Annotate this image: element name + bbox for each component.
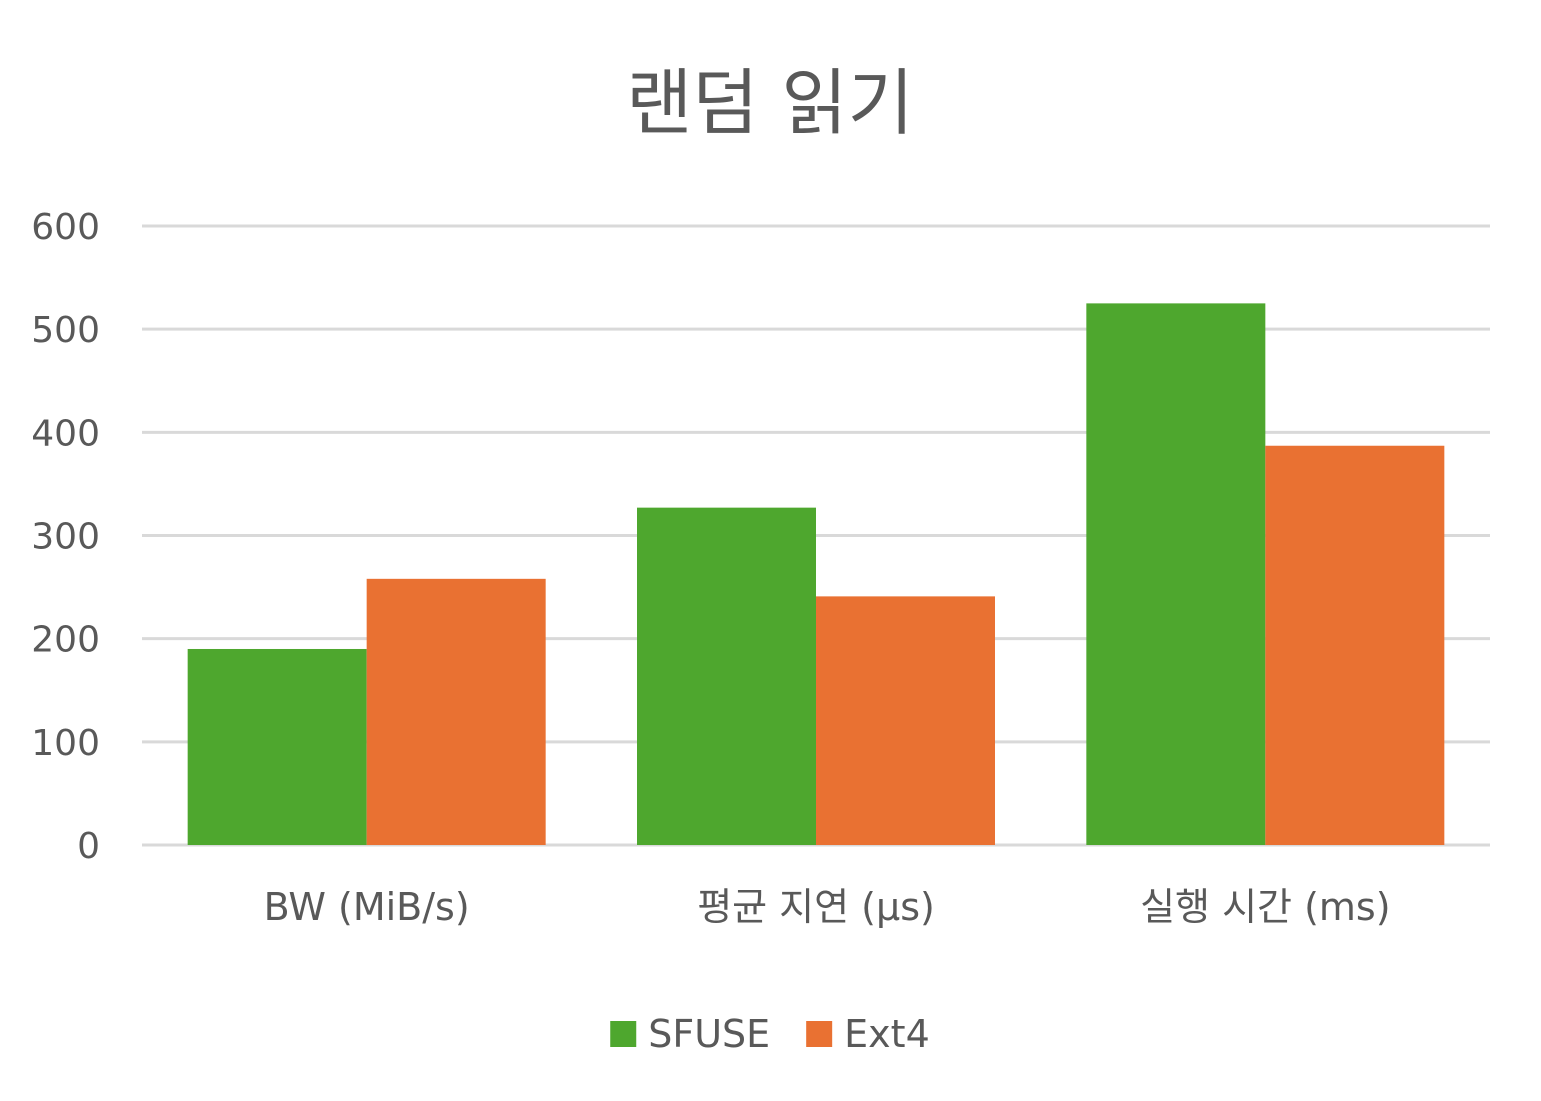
legend-swatch xyxy=(610,1021,637,1047)
y-tick-label: 400 xyxy=(31,413,100,454)
legend-label: Ext4 xyxy=(844,1012,930,1056)
x-category-label: BW (MiB/s) xyxy=(264,885,470,929)
x-category-label: 평균 지연 (µs) xyxy=(697,885,935,929)
legend-swatch xyxy=(806,1021,833,1047)
y-tick-label: 0 xyxy=(77,826,100,867)
bar-sfuse-1 xyxy=(187,648,367,845)
bar-ext4-1 xyxy=(366,578,546,845)
bar-ext4-3 xyxy=(1265,445,1445,845)
y-tick-label: 600 xyxy=(31,207,100,248)
y-tick-label: 200 xyxy=(31,620,100,661)
bar-sfuse-3 xyxy=(1086,303,1266,845)
legend-item-sfuse: SFUSE xyxy=(610,1012,770,1056)
legend: SFUSE Ext4 xyxy=(610,1012,930,1056)
legend-item-ext4: Ext4 xyxy=(806,1012,930,1056)
x-category-label: 실행 시간 (ms) xyxy=(1140,885,1390,929)
legend-label: SFUSE xyxy=(648,1012,770,1056)
y-tick-label: 100 xyxy=(31,723,100,764)
x-axis: BW (MiB/s) 평균 지연 (µs) 실행 시간 (ms) xyxy=(264,885,1391,929)
y-axis: 0 100 200 300 400 500 600 xyxy=(31,207,100,867)
chart-title: 랜덤 읽기 xyxy=(626,61,914,145)
bars xyxy=(187,303,1445,845)
bar-sfuse-2 xyxy=(637,507,816,845)
y-tick-label: 500 xyxy=(31,310,100,351)
y-tick-label: 300 xyxy=(31,517,100,558)
bar-ext4-2 xyxy=(816,596,995,845)
